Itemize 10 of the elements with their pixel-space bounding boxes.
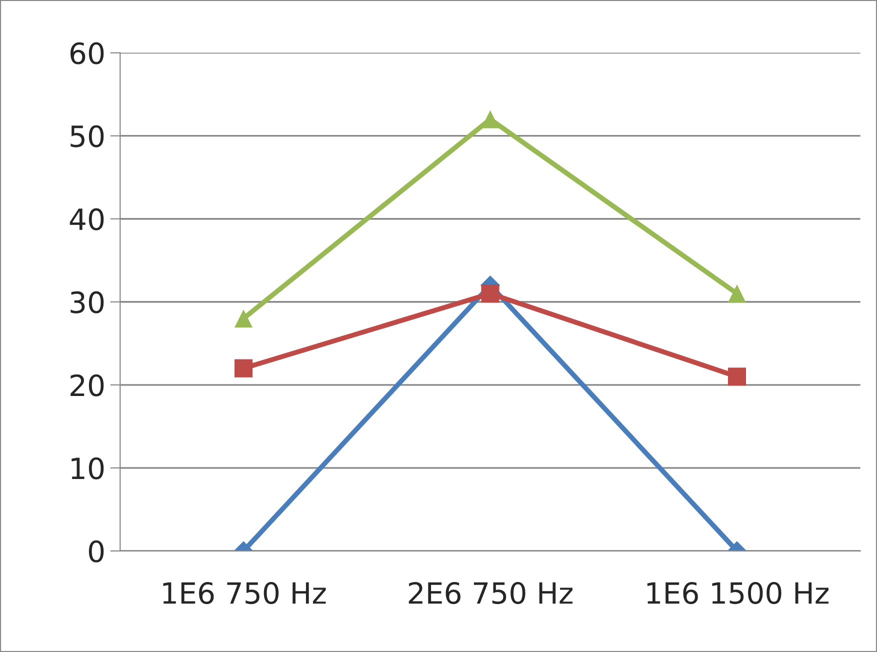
y-tick-label: 30 bbox=[70, 291, 104, 314]
x-tick-label: 2E6 750 Hz bbox=[408, 582, 572, 604]
y-tick-label: 40 bbox=[70, 208, 104, 230]
x-tick-label: 1E6 1500 Hz bbox=[647, 582, 828, 604]
y-tick-label: 60 bbox=[70, 42, 104, 64]
y-tick-label: 20 bbox=[70, 374, 104, 396]
x-tick-label: 1E6 750 Hz bbox=[163, 582, 326, 604]
y-tick-label: 50 bbox=[70, 125, 104, 148]
y-tick-label: 0 bbox=[88, 540, 104, 562]
y-tick-label: 10 bbox=[72, 457, 104, 480]
